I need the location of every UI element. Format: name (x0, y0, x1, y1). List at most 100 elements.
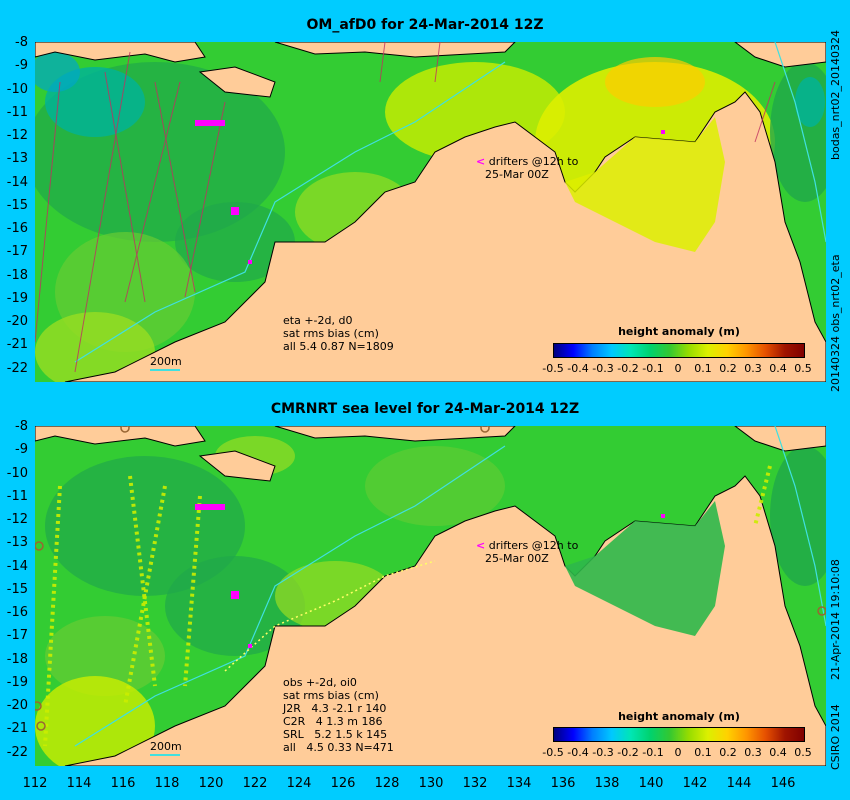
drifter-arrow-icon: < (476, 539, 486, 552)
drifter-label-line1: drifters @12h to (488, 539, 579, 552)
top-cb-tick: 0.1 (694, 362, 712, 375)
top-y-tick: -19 (6, 291, 28, 306)
bottom-y-tick: -17 (6, 628, 28, 643)
x-tick: 124 (286, 776, 312, 791)
bottom-side-label-upper: 21-Apr-2014 19:10:08 (829, 559, 842, 680)
bottom-scale-label: 200m (150, 740, 182, 753)
x-tick: 144 (726, 776, 752, 791)
top-cb-tick: 0.5 (794, 362, 812, 375)
bottom-y-tick: -10 (6, 466, 28, 481)
top-y-tick: -17 (6, 244, 28, 259)
bottom-map (35, 426, 826, 766)
timor-land (198, 66, 276, 98)
bottom-drifter-legend: < drifters @12h to 25-Mar 00Z (476, 539, 578, 565)
bottom-y-tick: -11 (6, 489, 28, 504)
x-tick: 134 (506, 776, 532, 791)
top-y-tick: -20 (6, 314, 28, 329)
bottom-panel-title: CMRNRT sea level for 24-Mar-2014 12Z (270, 401, 580, 417)
bottom-cb-tick: 0.2 (719, 746, 737, 759)
timor-land (198, 450, 276, 482)
top-map (35, 42, 826, 382)
x-tick: 136 (550, 776, 576, 791)
bottom-y-tick: -14 (6, 559, 28, 574)
top-cb-tick: 0.4 (769, 362, 787, 375)
x-tick: 116 (110, 776, 136, 791)
top-scale-line (150, 369, 180, 371)
top-y-tick: -9 (15, 58, 28, 73)
drifter-arrow-icon: < (476, 155, 486, 168)
bottom-y-tick: -16 (6, 605, 28, 620)
top-y-tick: -18 (6, 268, 28, 283)
x-tick: 114 (66, 776, 92, 791)
bottom-y-tick: -18 (6, 652, 28, 667)
bottom-cb-tick: -0.3 (592, 746, 614, 759)
top-side-label-lower: 20140324 obs_nrt02_eta (829, 254, 842, 392)
x-tick: 138 (594, 776, 620, 791)
bottom-colorbar (553, 727, 805, 742)
bottom-cb-tick: -0.2 (617, 746, 639, 759)
bottom-scale-line (150, 754, 180, 756)
x-tick: 140 (638, 776, 664, 791)
top-cb-tick: 0 (674, 362, 682, 375)
bottom-side-label-lower: CSIRO 2014 (829, 704, 842, 770)
x-tick: 142 (682, 776, 708, 791)
bottom-cb-tick: -0.1 (642, 746, 664, 759)
top-colorbar (553, 343, 805, 358)
bottom-scale: 200m (150, 740, 182, 756)
bottom-cb-tick: 0.3 (744, 746, 762, 759)
x-tick: 130 (418, 776, 444, 791)
bottom-y-tick: -15 (6, 582, 28, 597)
top-cb-tick: 0.2 (719, 362, 737, 375)
x-tick: 128 (374, 776, 400, 791)
bottom-y-tick: -8 (15, 419, 28, 434)
bottom-cb-tick: -0.5 (542, 746, 564, 759)
top-y-tick: -14 (6, 175, 28, 190)
top-cb-tick: -0.4 (567, 362, 589, 375)
top-y-tick: -10 (6, 82, 28, 97)
bottom-cb-tick: 0 (674, 746, 682, 759)
top-colorbar-title: height anomaly (m) (618, 325, 740, 338)
top-stats: eta +-2d, d0 sat rms bias (cm) all 5.4 0… (283, 314, 394, 353)
drifter-label-line2: 25-Mar 00Z (485, 168, 549, 181)
drifter-label-line1: drifters @12h to (488, 155, 579, 168)
x-tick: 120 (198, 776, 224, 791)
x-tick: 146 (770, 776, 796, 791)
bottom-y-tick: -20 (6, 698, 28, 713)
bottom-y-tick: -19 (6, 675, 28, 690)
top-cb-tick: -0.1 (642, 362, 664, 375)
top-y-tick: -16 (6, 221, 28, 236)
top-cb-tick: 0.3 (744, 362, 762, 375)
top-y-tick: -12 (6, 128, 28, 143)
top-side-label-upper: bodas_nrt02_20140324 (829, 30, 842, 160)
top-y-tick: -11 (6, 105, 28, 120)
top-scale: 200m (150, 355, 182, 371)
top-drifter-legend: < drifters @12h to 25-Mar 00Z (476, 155, 578, 181)
x-tick: 118 (154, 776, 180, 791)
bottom-cb-tick: 0.4 (769, 746, 787, 759)
top-cb-tick: -0.2 (617, 362, 639, 375)
bottom-cb-tick: 0.1 (694, 746, 712, 759)
bottom-y-tick: -21 (6, 721, 28, 736)
top-scale-label: 200m (150, 355, 182, 368)
top-cb-tick: -0.5 (542, 362, 564, 375)
top-y-tick: -22 (6, 361, 28, 376)
top-cb-tick: -0.3 (592, 362, 614, 375)
top-y-tick: -13 (6, 151, 28, 166)
x-tick: 126 (330, 776, 356, 791)
bottom-y-tick: -9 (15, 442, 28, 457)
bottom-colorbar-title: height anomaly (m) (618, 710, 740, 723)
bottom-y-tick: -12 (6, 512, 28, 527)
bottom-y-tick: -13 (6, 535, 28, 550)
bottom-cb-tick: -0.4 (567, 746, 589, 759)
top-y-tick: -21 (6, 337, 28, 352)
bottom-cb-tick: 0.5 (794, 746, 812, 759)
bottom-stats: obs +-2d, oi0 sat rms bias (cm) J2R 4.3 … (283, 676, 394, 754)
top-panel-title: OM_afD0 for 24-Mar-2014 12Z (306, 17, 544, 33)
x-tick: 132 (462, 776, 488, 791)
drifter-label-line2: 25-Mar 00Z (485, 552, 549, 565)
x-tick: 112 (22, 776, 48, 791)
bottom-y-tick: -22 (6, 745, 28, 760)
top-y-tick: -15 (6, 198, 28, 213)
top-y-tick: -8 (15, 35, 28, 50)
x-tick: 122 (242, 776, 268, 791)
